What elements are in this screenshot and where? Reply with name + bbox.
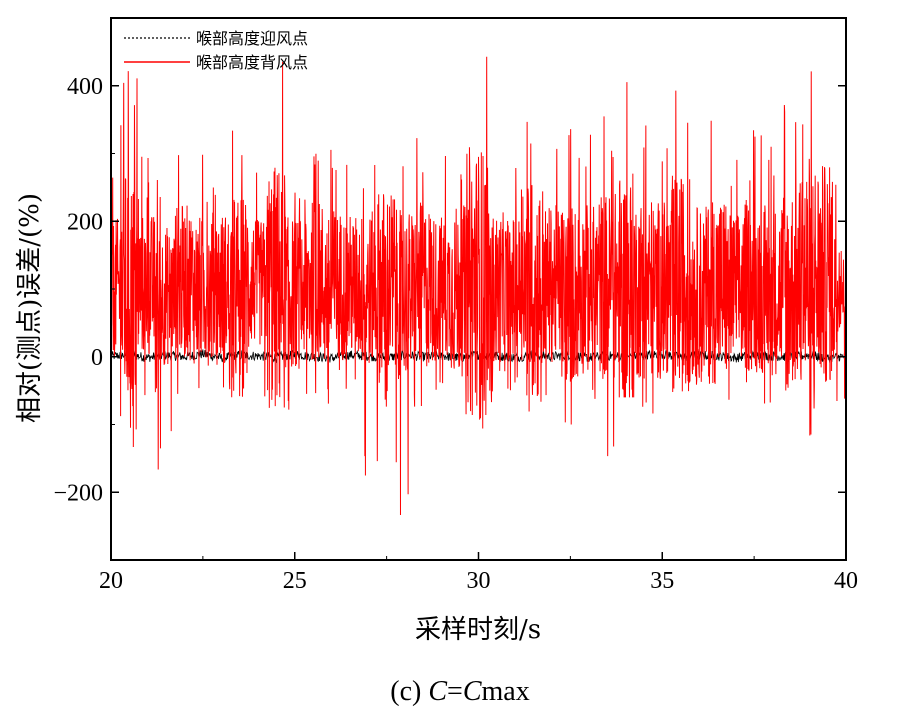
figure-caption: (c) C=Cmax [390, 676, 529, 707]
y-axis-label: 相对(测点)误差/(%) [15, 193, 45, 423]
series-layer [111, 56, 846, 516]
y-tick-label: 200 [67, 209, 103, 235]
legend: 喉部高度迎风点 喉部高度背风点 [124, 29, 308, 72]
x-tick-label: 25 [283, 568, 307, 594]
legend-label-windward: 喉部高度迎风点 [196, 29, 308, 48]
y-tick-label: 0 [91, 345, 103, 371]
x-tick-label: 35 [650, 568, 674, 594]
x-tick-label: 20 [99, 568, 123, 594]
series-leeward-line [111, 56, 846, 516]
legend-label-leeward: 喉部高度背风点 [196, 53, 308, 72]
y-tick-label: 400 [67, 74, 103, 100]
y-tick-label: −200 [53, 480, 103, 506]
x-axis-label: 采样时刻/s [415, 615, 541, 645]
x-tick-label: 40 [834, 568, 858, 594]
ticks-layer: 20 25 30 35 40 −200 0 200 400 [53, 17, 858, 594]
series-windward-line [111, 349, 846, 364]
x-tick-label: 30 [467, 568, 491, 594]
